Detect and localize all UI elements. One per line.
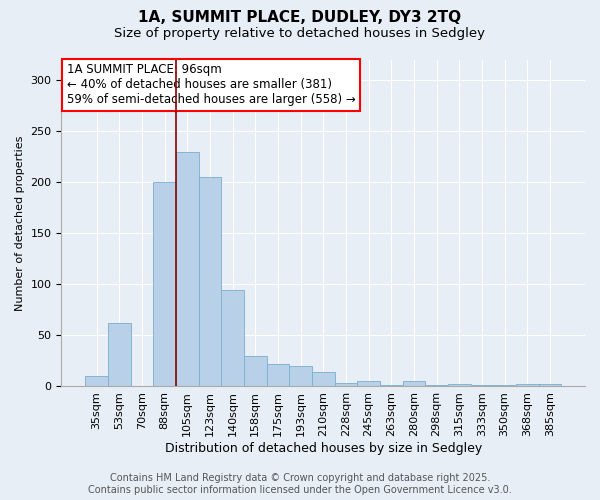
Bar — [153, 182, 176, 386]
Bar — [266, 364, 289, 386]
Text: Size of property relative to detached houses in Sedgley: Size of property relative to detached ho… — [115, 28, 485, 40]
Bar — [357, 382, 380, 386]
Bar — [335, 384, 357, 386]
Text: 1A, SUMMIT PLACE, DUDLEY, DY3 2TQ: 1A, SUMMIT PLACE, DUDLEY, DY3 2TQ — [139, 10, 461, 25]
Bar — [448, 384, 470, 386]
Bar — [516, 384, 539, 386]
Text: 1A SUMMIT PLACE: 96sqm
← 40% of detached houses are smaller (381)
59% of semi-de: 1A SUMMIT PLACE: 96sqm ← 40% of detached… — [67, 64, 355, 106]
Bar — [403, 382, 425, 386]
Bar — [539, 384, 561, 386]
Bar — [108, 323, 131, 386]
Y-axis label: Number of detached properties: Number of detached properties — [15, 136, 25, 311]
Bar — [199, 178, 221, 386]
Bar — [312, 372, 335, 386]
Bar — [85, 376, 108, 386]
Bar — [244, 356, 266, 386]
Bar — [176, 152, 199, 386]
Bar — [289, 366, 312, 386]
Text: Contains HM Land Registry data © Crown copyright and database right 2025.
Contai: Contains HM Land Registry data © Crown c… — [88, 474, 512, 495]
X-axis label: Distribution of detached houses by size in Sedgley: Distribution of detached houses by size … — [164, 442, 482, 455]
Bar — [221, 290, 244, 386]
